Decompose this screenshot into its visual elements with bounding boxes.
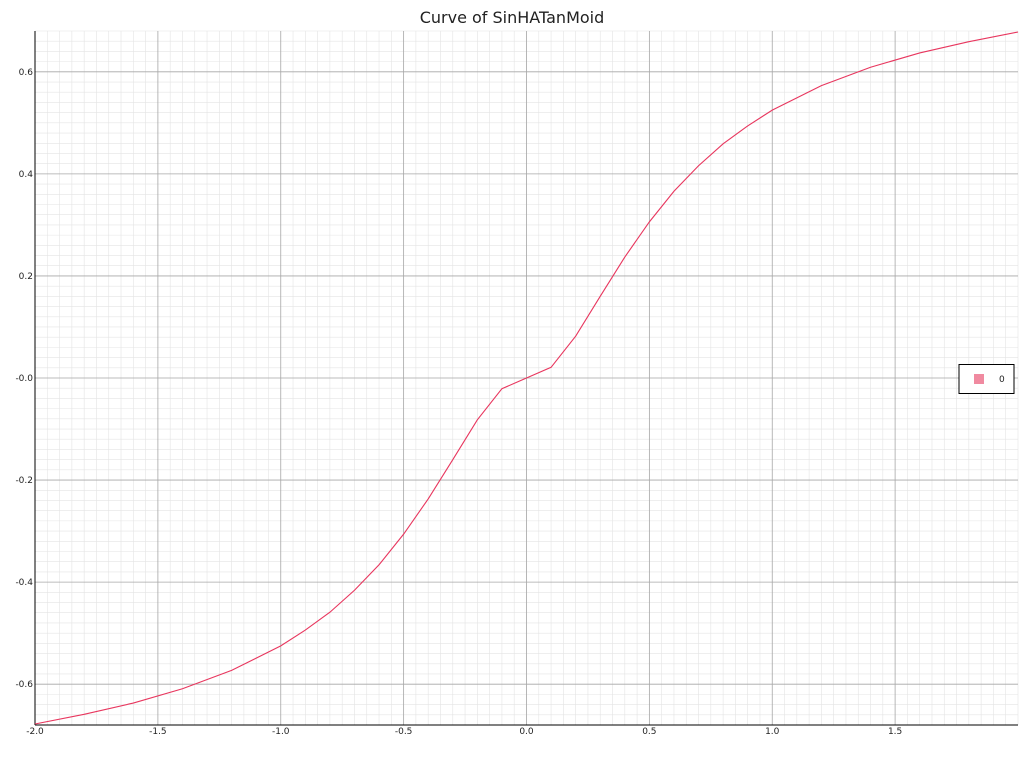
x-tick-label: 1.5 xyxy=(888,727,902,737)
legend-box xyxy=(958,364,1015,394)
x-tick-label: 1.0 xyxy=(765,727,780,737)
x-tick-label: 0.0 xyxy=(519,727,534,737)
y-tick-label: 0.6 xyxy=(19,68,34,78)
x-tick-label: -1.5 xyxy=(149,727,167,737)
axes xyxy=(34,31,1018,726)
x-tick-label: -0.5 xyxy=(395,727,413,737)
y-tick-label: -0.6 xyxy=(15,680,33,690)
x-tick-label: -2.0 xyxy=(26,727,44,737)
y-tick-label: 0.4 xyxy=(19,170,34,180)
x-tick-label: -1.0 xyxy=(272,727,290,737)
series-group xyxy=(34,31,1019,725)
y-tick-label: 0.2 xyxy=(19,272,33,282)
chart-title: Curve of SinHATanMoid xyxy=(420,8,605,27)
legend-label: 0 xyxy=(999,375,1005,385)
y-tick-label: -0.0 xyxy=(15,374,33,384)
series-line-0 xyxy=(34,31,1019,725)
legend: 0 xyxy=(958,364,1015,394)
y-tick-labels: 0.6 0.4 0.2 -0.0 -0.2 -0.4 -0.6 xyxy=(15,68,33,690)
y-tick-label: -0.2 xyxy=(15,476,33,486)
x-tick-label: 0.5 xyxy=(642,727,656,737)
x-tick-labels: -2.0 -1.5 -1.0 -0.5 0.0 0.5 1.0 1.5 xyxy=(26,727,902,737)
y-tick-label: -0.4 xyxy=(15,578,33,588)
legend-swatch xyxy=(974,374,984,384)
